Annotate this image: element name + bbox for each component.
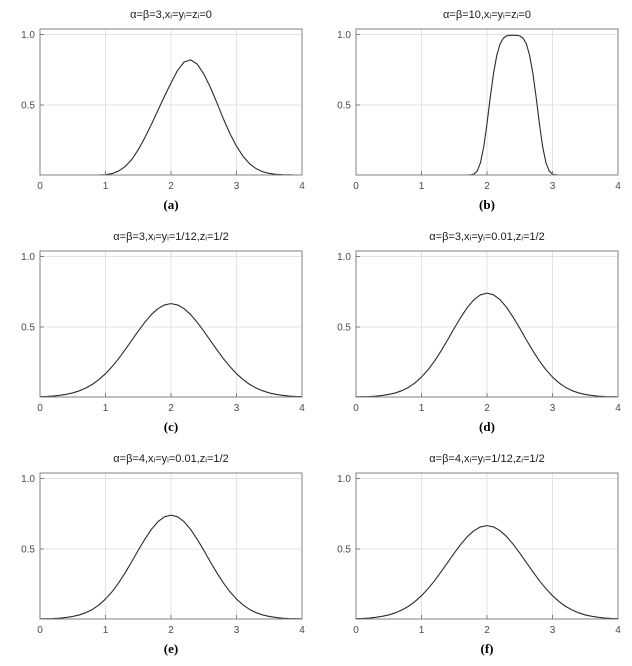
subplot-b: α=β=10,xᵢ=yᵢ=zᵢ=0 0 1 2 3 4 0.5 1.0 (b) bbox=[316, 0, 632, 222]
data-curve bbox=[355, 292, 619, 398]
x-tick-label: 4 bbox=[299, 625, 305, 636]
x-tick-label: 3 bbox=[550, 625, 556, 636]
x-tick-label: 4 bbox=[615, 625, 621, 636]
x-tick-label: 1 bbox=[419, 403, 425, 414]
plot-title-d: α=β=3,xᵢ=yᵢ=0.01,zᵢ=1/2 bbox=[429, 231, 545, 243]
plot-label-c: (c) bbox=[163, 419, 179, 434]
x-tick-label: 2 bbox=[484, 403, 490, 414]
x-tick-label: 3 bbox=[234, 181, 240, 192]
x-tick-label: 1 bbox=[103, 403, 109, 414]
x-tick-label: 0 bbox=[353, 403, 359, 414]
x-tick-label: 1 bbox=[103, 625, 109, 636]
data-curve bbox=[39, 514, 303, 620]
x-tick-label: 2 bbox=[484, 625, 490, 636]
x-tick-label: 4 bbox=[299, 181, 305, 192]
plot-background bbox=[324, 23, 624, 201]
x-tick-label: 3 bbox=[234, 625, 240, 636]
x-tick-label: 0 bbox=[37, 625, 43, 636]
y-tick-label: 1.0 bbox=[21, 252, 35, 263]
x-tick-label: 0 bbox=[37, 181, 43, 192]
x-tick-label: 3 bbox=[550, 181, 556, 192]
x-tick-label: 2 bbox=[168, 625, 174, 636]
plot-canvas-d: 0 1 2 3 4 0.5 1.0 bbox=[324, 245, 624, 423]
x-tick-label: 3 bbox=[550, 403, 556, 414]
subplot-c: α=β=3,xᵢ=yᵢ=1/12,zᵢ=1/2 0 1 2 3 4 0.5 1.0 (c) bbox=[0, 222, 316, 444]
x-tick-label: 0 bbox=[353, 181, 359, 192]
plot-canvas-b: 0 1 2 3 4 0.5 1.0 bbox=[324, 23, 624, 201]
subplot-d: α=β=3,xᵢ=yᵢ=0.01,zᵢ=1/2 0 1 2 3 4 0.5 1.0 (d) bbox=[316, 222, 632, 444]
plot-canvas-f: 0 1 2 3 4 0.5 1.0 bbox=[324, 467, 624, 645]
plot-canvas-a: 0 1 2 3 4 0.5 1.0 bbox=[8, 23, 308, 201]
x-tick-label: 2 bbox=[484, 181, 490, 192]
y-tick-label: 0.5 bbox=[21, 544, 35, 555]
x-tick-label: 2 bbox=[168, 181, 174, 192]
plot-title-c: α=β=3,xᵢ=yᵢ=1/12,zᵢ=1/2 bbox=[113, 231, 229, 243]
x-tick-label: 4 bbox=[615, 403, 621, 414]
y-tick-label: 0.5 bbox=[21, 100, 35, 111]
subplot-a: α=β=3,xᵢ=yᵢ=zᵢ=0 0 1 2 3 4 0.5 1.0 (a) bbox=[0, 0, 316, 222]
x-tick-label: 2 bbox=[168, 403, 174, 414]
x-tick-label: 3 bbox=[234, 403, 240, 414]
y-tick-label: 1.0 bbox=[337, 474, 351, 485]
x-tick-label: 4 bbox=[615, 181, 621, 192]
y-tick-label: 1.0 bbox=[21, 474, 35, 485]
y-tick-label: 0.5 bbox=[337, 100, 351, 111]
y-tick-label: 0.5 bbox=[21, 322, 35, 333]
plot-title-f: α=β=4,xᵢ=yᵢ=1/12,zᵢ=1/2 bbox=[429, 453, 545, 465]
plot-canvas-e: 0 1 2 3 4 0.5 1.0 bbox=[8, 467, 308, 645]
y-tick-label: 1.0 bbox=[337, 30, 351, 41]
plot-label-d: (d) bbox=[479, 419, 495, 434]
plot-title-b: α=β=10,xᵢ=yᵢ=zᵢ=0 bbox=[443, 9, 531, 21]
data-curve bbox=[355, 525, 619, 620]
x-tick-label: 1 bbox=[103, 181, 109, 192]
x-tick-label: 1 bbox=[419, 625, 425, 636]
y-tick-label: 1.0 bbox=[21, 30, 35, 41]
plot-background bbox=[8, 245, 308, 423]
plot-canvas-c: 0 1 2 3 4 0.5 1.0 bbox=[8, 245, 308, 423]
plot-background bbox=[8, 467, 308, 645]
y-tick-label: 1.0 bbox=[337, 252, 351, 263]
plot-background bbox=[8, 23, 308, 201]
plot-label-b: (b) bbox=[479, 197, 495, 212]
y-tick-label: 0.5 bbox=[337, 544, 351, 555]
plot-title-a: α=β=3,xᵢ=yᵢ=zᵢ=0 bbox=[130, 9, 212, 21]
plot-background bbox=[324, 245, 624, 423]
plot-label-e: (e) bbox=[163, 641, 179, 656]
y-tick-label: 0.5 bbox=[337, 322, 351, 333]
plot-label-f: (f) bbox=[480, 641, 494, 656]
plot-background bbox=[324, 467, 624, 645]
x-tick-label: 0 bbox=[37, 403, 43, 414]
x-tick-label: 4 bbox=[299, 403, 305, 414]
subplot-f: α=β=4,xᵢ=yᵢ=1/12,zᵢ=1/2 0 1 2 3 4 0.5 1.0 (f) bbox=[316, 444, 632, 666]
subplot-e: α=β=4,xᵢ=yᵢ=0.01,zᵢ=1/2 0 1 2 3 4 0.5 1.0 (e) bbox=[0, 444, 316, 666]
plot-label-a: (a) bbox=[163, 197, 179, 212]
data-curve bbox=[39, 303, 303, 398]
x-tick-label: 0 bbox=[353, 625, 359, 636]
x-tick-label: 1 bbox=[419, 181, 425, 192]
plot-title-e: α=β=4,xᵢ=yᵢ=0.01,zᵢ=1/2 bbox=[113, 453, 229, 465]
